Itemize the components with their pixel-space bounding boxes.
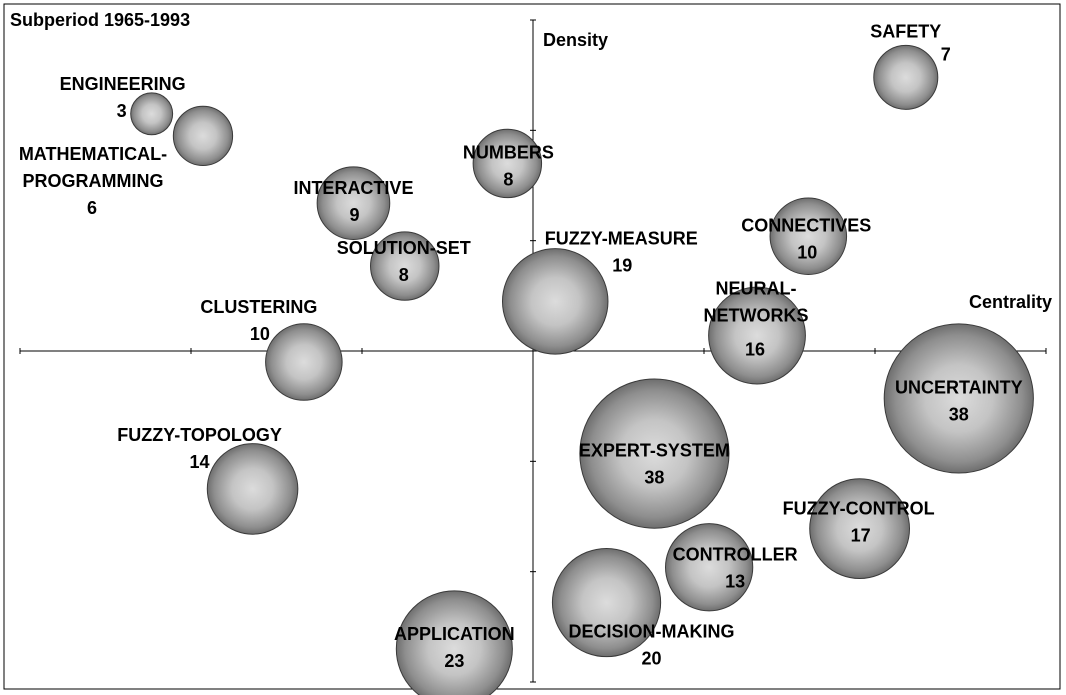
bubble-uncertainty [883, 323, 1034, 474]
bubble-label-expert-system: EXPERT-SYSTEM [579, 441, 730, 461]
bubble-count-expert-system: 38 [644, 468, 664, 488]
bubble-numbers [472, 128, 543, 199]
chart-title: Subperiod 1965-1993 [10, 10, 190, 30]
bubble-solution-set [370, 231, 440, 301]
bubble-interactive [316, 166, 391, 240]
bubble-count-fuzzy-measure: 19 [612, 255, 632, 275]
bubble-count-application: 23 [444, 651, 464, 671]
bubble-fuzzy-topology [206, 443, 299, 535]
bubble-count-numbers: 8 [503, 169, 513, 189]
bubble-label-controller: CONTROLLER [673, 544, 798, 564]
bubble-label-application: APPLICATION [394, 624, 515, 644]
bubble-count-fuzzy-control: 17 [851, 526, 871, 546]
bubble-count-connectives: 10 [797, 242, 817, 262]
bubble-neural-networks [708, 286, 806, 385]
bubble-label-fuzzy-control: FUZZY-CONTROL [783, 499, 935, 519]
bubble-engineering [130, 92, 174, 136]
bubble-label-interactive: INTERACTIVE [293, 178, 413, 198]
bubble-label-mathematical-programming-line1: MATHEMATICAL- [19, 144, 167, 164]
bubble-label-neural-networks-line2: NETWORKS [704, 306, 809, 326]
bubble-count-clustering: 10 [250, 324, 270, 344]
bubble-label-uncertainty: UNCERTAINTY [895, 377, 1023, 397]
bubble-decision-making [551, 547, 662, 658]
x-axis-label: Centrality [969, 292, 1052, 312]
bubble-expert-system [579, 378, 730, 529]
bubble-count-uncertainty: 38 [949, 404, 969, 424]
bubble-label-decision-making: DECISION-MAKING [569, 622, 735, 642]
bubble-safety [873, 44, 939, 110]
bubble-clustering [265, 323, 343, 401]
bubble-fuzzy-measure [501, 248, 609, 355]
bubble-count-interactive: 9 [349, 205, 359, 225]
bubble-count-neural-networks: 16 [745, 340, 765, 360]
bubble-controller [665, 523, 754, 612]
bubble-count-fuzzy-topology: 14 [190, 452, 210, 472]
bubble-label-fuzzy-topology: FUZZY-TOPOLOGY [117, 425, 282, 445]
bubble-count-engineering: 3 [117, 101, 127, 121]
axes [19, 19, 1047, 683]
bubble-fuzzy-control [809, 478, 910, 580]
bubble-label-engineering: ENGINEERING [60, 74, 186, 94]
bubble-count-safety: 7 [941, 44, 951, 64]
bubble-label-neural-networks-line1: NEURAL- [716, 279, 797, 299]
bubble-application [395, 590, 513, 695]
bubble-count-mathematical-programming: 6 [87, 198, 97, 218]
bubble-label-mathematical-programming-line2: PROGRAMMING [22, 171, 163, 191]
bubble-label-numbers: NUMBERS [463, 142, 554, 162]
bubble-count-decision-making: 20 [642, 649, 662, 669]
bubble-label-solution-set: SOLUTION-SET [337, 238, 471, 258]
bubble-count-controller: 13 [725, 571, 745, 591]
bubble-mathematical-programming [172, 105, 234, 166]
y-axis-label: Density [543, 30, 608, 50]
bubble-connectives [769, 197, 848, 276]
bubble-label-safety: SAFETY [870, 21, 941, 41]
bubble-label-connectives: CONNECTIVES [741, 215, 871, 235]
bubble-label-fuzzy-measure: FUZZY-MEASURE [545, 228, 698, 248]
bubble-count-solution-set: 8 [399, 265, 409, 285]
bubble-label-clustering: CLUSTERING [200, 297, 317, 317]
bubbles-layer [130, 44, 1034, 695]
